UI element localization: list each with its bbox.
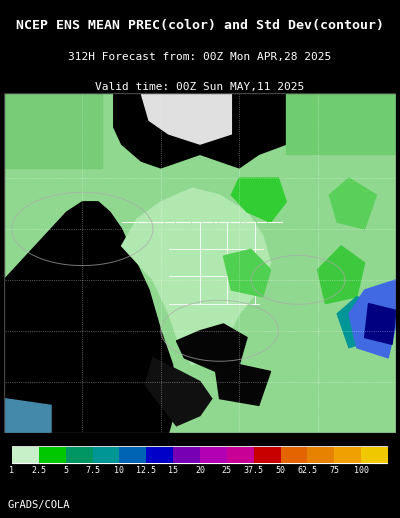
- Text: 1: 1: [10, 466, 14, 475]
- Bar: [92, 447, 120, 464]
- Bar: [12, 447, 39, 464]
- Bar: [361, 447, 388, 464]
- Text: 25: 25: [222, 466, 232, 475]
- Polygon shape: [145, 358, 212, 426]
- Text: 7.5: 7.5: [85, 466, 100, 475]
- Text: 15: 15: [168, 466, 178, 475]
- Polygon shape: [329, 178, 376, 229]
- Text: 12.5: 12.5: [136, 466, 156, 475]
- Polygon shape: [4, 202, 176, 433]
- Polygon shape: [231, 178, 286, 222]
- Bar: [280, 447, 308, 464]
- Bar: [254, 447, 280, 464]
- Text: GrADS/COLA: GrADS/COLA: [8, 500, 70, 510]
- Polygon shape: [318, 246, 365, 304]
- Text: 100: 100: [354, 466, 369, 475]
- Bar: [120, 447, 146, 464]
- Polygon shape: [388, 447, 391, 464]
- Text: 50: 50: [276, 466, 286, 475]
- Polygon shape: [4, 93, 102, 168]
- Polygon shape: [286, 93, 396, 154]
- Bar: [66, 447, 92, 464]
- Bar: [173, 447, 200, 464]
- Polygon shape: [176, 324, 247, 371]
- Bar: [308, 447, 334, 464]
- Polygon shape: [216, 365, 270, 406]
- Polygon shape: [349, 280, 396, 358]
- Text: 37.5: 37.5: [244, 466, 264, 475]
- Polygon shape: [141, 93, 231, 144]
- Polygon shape: [224, 249, 270, 297]
- Polygon shape: [4, 447, 391, 464]
- Bar: [39, 447, 66, 464]
- Text: NCEP ENS MEAN PREC(color) and Std Dev(contour): NCEP ENS MEAN PREC(color) and Std Dev(co…: [16, 19, 384, 32]
- Polygon shape: [365, 304, 396, 344]
- Text: 10: 10: [114, 466, 124, 475]
- Bar: [227, 447, 254, 464]
- Text: 312H Forecast from: 00Z Mon APR,28 2025: 312H Forecast from: 00Z Mon APR,28 2025: [68, 52, 332, 62]
- Text: Valid time: 00Z Sun MAY,11 2025: Valid time: 00Z Sun MAY,11 2025: [95, 82, 305, 92]
- Text: 2.5: 2.5: [31, 466, 46, 475]
- Text: 5: 5: [63, 466, 68, 475]
- Polygon shape: [114, 93, 286, 168]
- Polygon shape: [122, 188, 270, 365]
- Text: 62.5: 62.5: [298, 466, 318, 475]
- Bar: [334, 447, 361, 464]
- Bar: [200, 447, 227, 464]
- Text: 75: 75: [329, 466, 339, 475]
- Bar: [146, 447, 173, 464]
- Text: 20: 20: [195, 466, 205, 475]
- Polygon shape: [337, 297, 388, 348]
- Polygon shape: [4, 399, 51, 433]
